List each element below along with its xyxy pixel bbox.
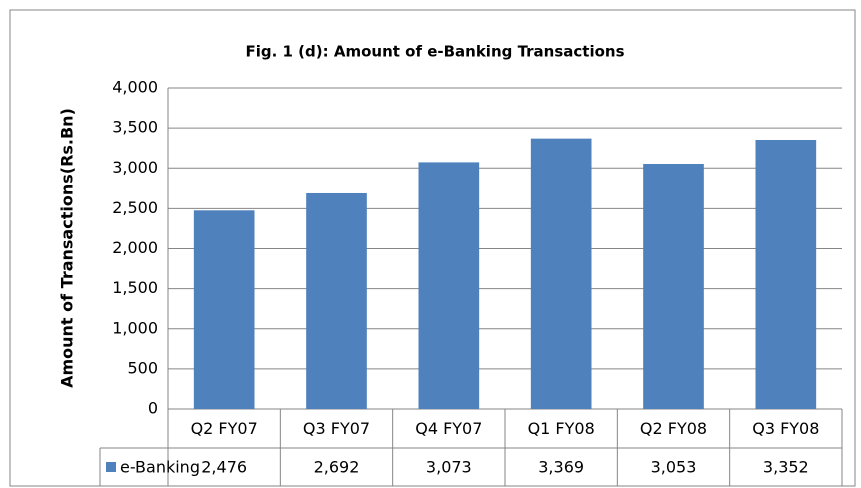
chart-title: Fig. 1 (d): Amount of e-Banking Transact…	[245, 43, 624, 61]
data-label: 2,476	[201, 458, 247, 477]
data-label: 3,053	[651, 458, 697, 477]
y-axis-label: Amount of Transactions(Rs.Bn)	[58, 108, 77, 388]
y-tick-label: 500	[127, 358, 158, 377]
bar	[193, 210, 255, 409]
legend-label: e-Banking	[120, 458, 200, 477]
data-label: 3,073	[426, 458, 472, 477]
y-tick-label: 2,000	[112, 238, 158, 257]
y-tick-label: 3,500	[112, 118, 158, 137]
legend-swatch	[106, 462, 116, 472]
data-label: 2,692	[314, 458, 360, 477]
y-tick-label: 4,000	[112, 78, 158, 97]
bar	[530, 138, 592, 409]
y-tick-label: 1,000	[112, 318, 158, 337]
y-tick-label: 1,500	[112, 278, 158, 297]
data-label: 3,369	[538, 458, 584, 477]
x-tick-label: Q2 FY08	[640, 419, 707, 438]
x-tick-label: Q2 FY07	[191, 419, 258, 438]
bar	[755, 140, 817, 409]
y-tick-label: 2,500	[112, 198, 158, 217]
y-tick-label: 3,000	[112, 158, 158, 177]
x-tick-label: Q3 FY07	[303, 419, 370, 438]
x-tick-label: Q1 FY08	[528, 419, 595, 438]
bar	[418, 162, 480, 409]
bar	[306, 192, 367, 409]
x-tick-label: Q4 FY07	[415, 419, 482, 438]
bar	[643, 163, 704, 409]
data-label: 3,352	[763, 458, 809, 477]
x-tick-label: Q3 FY08	[752, 419, 819, 438]
y-tick-label: 0	[148, 399, 158, 418]
